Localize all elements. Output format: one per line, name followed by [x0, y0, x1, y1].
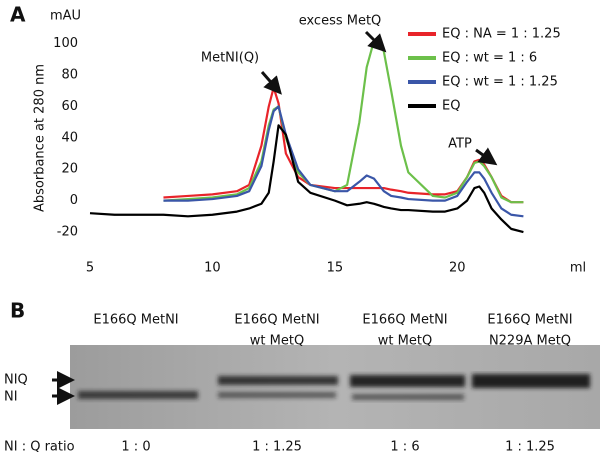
annotation-arrow: [364, 30, 387, 53]
y-tick-label: 80: [61, 68, 78, 83]
series-line: [163, 105, 524, 218]
ratio-value: 1 : 1.25: [505, 440, 555, 455]
x-tick-label: 10: [204, 261, 221, 276]
ratio-value: 1 : 6: [390, 440, 419, 455]
panel-label: A: [10, 3, 26, 27]
legend-label: EQ : NA = 1 : 1.25: [442, 27, 561, 42]
annotation-arrow: [260, 71, 282, 95]
legend-label: EQ: [442, 99, 460, 114]
band-label: NIQ: [4, 373, 28, 388]
y-axis-label: Absorbance at 280 nm: [33, 64, 48, 212]
lane-label: E166Q MetNI: [234, 313, 319, 328]
x-unit: ml: [570, 261, 586, 276]
x-tick-label: 5: [86, 261, 94, 276]
annotation: excess MetQ: [299, 14, 382, 29]
ratio-label: NI : Q ratio: [4, 440, 75, 455]
legend-label: EQ : wt = 1 : 6: [442, 51, 537, 66]
y-tick-label: 40: [61, 130, 78, 145]
y-tick-label: -20: [57, 225, 78, 240]
legend-label: EQ : wt = 1 : 1.25: [442, 75, 558, 90]
x-tick-label: 20: [449, 261, 466, 276]
y-tick-label: 20: [61, 162, 78, 177]
ratio-value: 1 : 1.25: [252, 440, 302, 455]
y-unit: mAU: [50, 9, 81, 24]
lane-label: wt MetQ: [250, 334, 304, 349]
ratio-value: 1 : 0: [121, 440, 150, 455]
series-line: [89, 124, 524, 234]
annotation-arrow: [475, 147, 498, 166]
annotation: MetNI(Q): [201, 51, 259, 66]
y-tick-label: 100: [53, 36, 78, 51]
band-label: NI: [4, 390, 18, 405]
lane-label: E166Q MetNI: [362, 313, 447, 328]
lane-label: E166Q MetNI: [487, 313, 572, 328]
x-tick-label: 15: [327, 261, 344, 276]
y-tick-label: 60: [61, 99, 78, 114]
lane-label: wt MetQ: [378, 334, 432, 349]
y-tick-label: 0: [70, 193, 78, 208]
gel-image: [70, 345, 600, 429]
lane-label: N229A MetQ: [489, 334, 571, 349]
panel-label: B: [10, 299, 25, 323]
lane-label: E166Q MetNI: [93, 313, 178, 328]
annotation: ATP: [448, 137, 472, 152]
